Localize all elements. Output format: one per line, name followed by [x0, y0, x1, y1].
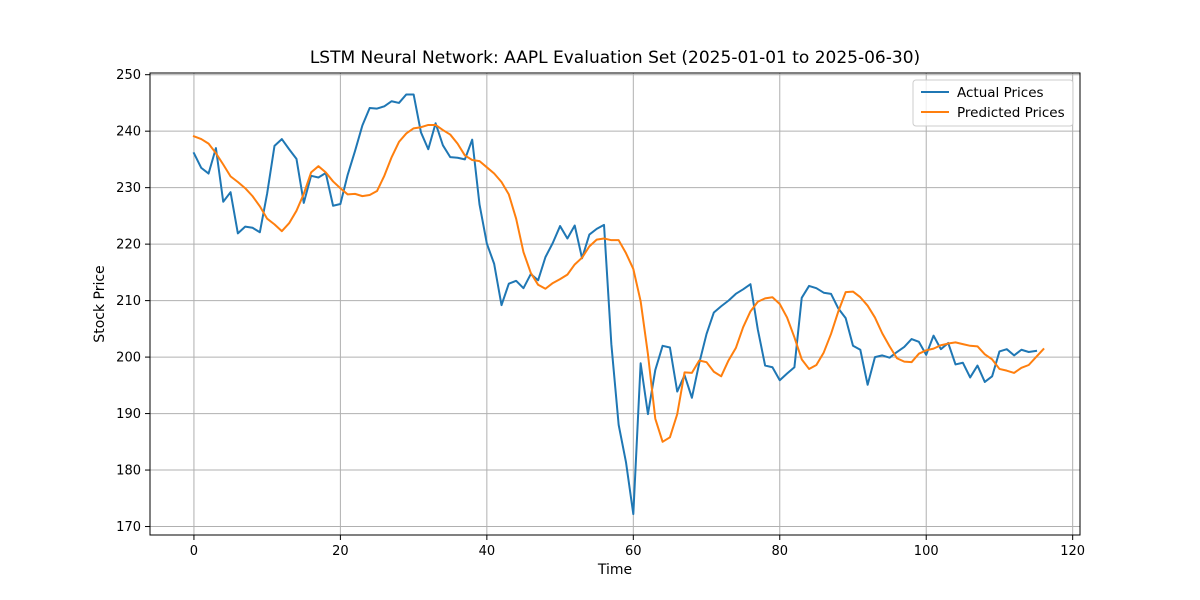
x-axis-label: Time: [597, 562, 632, 578]
y-axis-ticks: 170 180 190 200 210 220 230 240 250: [116, 68, 150, 535]
y-axis-label: Stock Price: [92, 265, 108, 342]
x-tick-label: 40: [479, 544, 496, 559]
series-group: [192, 93, 1045, 516]
plot-area-frame: [149, 72, 1081, 536]
legend-label-predicted-prices: Predicted Prices: [957, 105, 1065, 121]
x-tick-label: 100: [914, 544, 939, 559]
x-tick-label: 120: [1060, 544, 1085, 559]
y-tick-label: 240: [116, 125, 141, 140]
series-line-actual-prices: [192, 93, 1038, 516]
grid-lines: [150, 73, 1080, 535]
legend: Actual Prices Predicted Prices: [912, 79, 1074, 127]
y-tick-label: 190: [116, 407, 141, 422]
y-tick-label: 180: [116, 464, 141, 479]
legend-box: [912, 79, 1074, 127]
chart-title: LSTM Neural Network: AAPL Evaluation Set…: [310, 48, 920, 68]
legend-label-actual-prices: Actual Prices: [957, 85, 1044, 101]
y-tick-label: 250: [116, 68, 141, 83]
y-tick-label: 210: [116, 294, 141, 309]
x-tick-label: 60: [625, 544, 642, 559]
series-line-predicted-prices: [192, 123, 1045, 443]
y-tick-label: 200: [116, 351, 141, 366]
y-tick-label: 220: [116, 238, 141, 253]
x-tick-label: 20: [332, 544, 349, 559]
y-tick-label: 230: [116, 181, 141, 196]
x-axis-ticks: 0 20 40 60 80 100 120: [190, 535, 1085, 559]
x-tick-label: 0: [190, 544, 198, 559]
y-tick-label: 170: [116, 520, 141, 535]
x-tick-label: 80: [771, 544, 788, 559]
